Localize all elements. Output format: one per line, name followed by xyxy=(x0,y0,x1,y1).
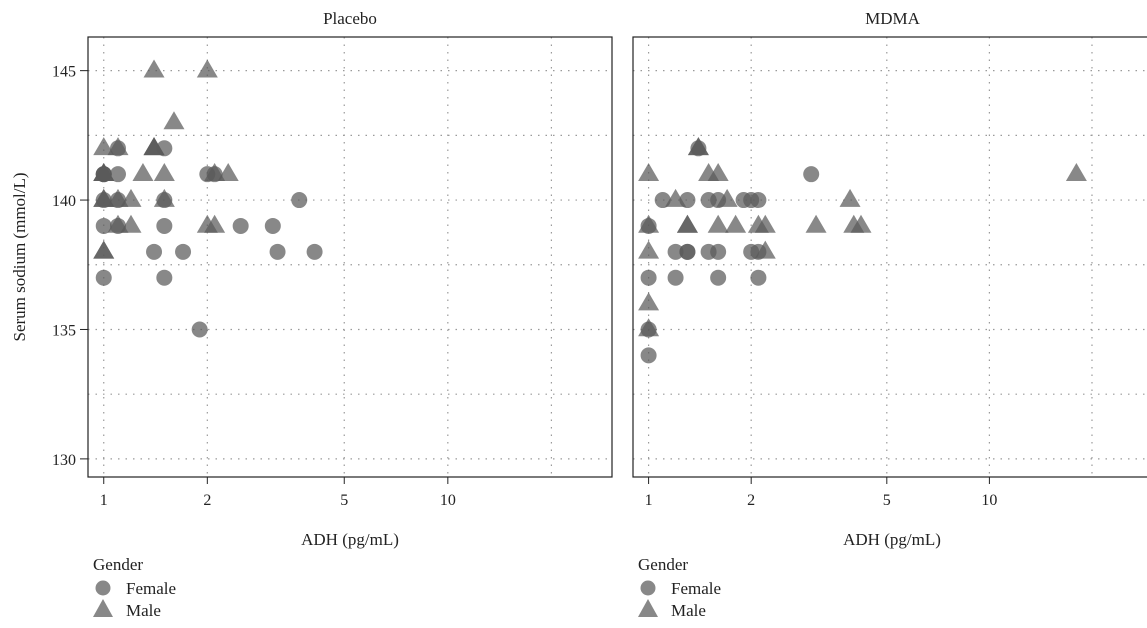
point-male xyxy=(707,214,729,233)
plot-frame xyxy=(87,36,613,478)
legend-title: Gender xyxy=(638,555,688,574)
point-female xyxy=(156,269,173,286)
x-tick-label: 5 xyxy=(883,492,891,509)
x-tick-label: 2 xyxy=(203,492,211,509)
point-male xyxy=(716,188,738,207)
y-tick-label: 135 xyxy=(52,322,76,339)
point-female xyxy=(750,192,767,209)
x-tick-label: 1 xyxy=(645,492,653,509)
y-tick-label: 145 xyxy=(52,64,76,81)
point-male xyxy=(638,292,660,311)
x-tick-label: 10 xyxy=(440,492,456,509)
plot-frame xyxy=(632,36,1147,478)
point-male xyxy=(687,137,709,156)
legend: Gender Female Male xyxy=(638,555,721,620)
point-female xyxy=(95,269,112,286)
legend-label: Female xyxy=(126,579,176,598)
panel-mdma: MDMA 1 2 5 10 ADH (pg/mL) Gender Female Male xyxy=(632,9,1147,620)
point-female xyxy=(175,243,192,260)
point-male xyxy=(638,240,660,259)
legend-circle-icon xyxy=(95,580,111,596)
point-male xyxy=(638,163,660,182)
point-male xyxy=(638,318,660,337)
x-tick-label: 2 xyxy=(747,492,755,509)
point-male xyxy=(754,240,776,259)
x-tick-label: 10 xyxy=(981,492,997,509)
point-male xyxy=(839,188,861,207)
point-female xyxy=(291,192,308,209)
point-female xyxy=(679,243,696,260)
x-axis-label: ADH (pg/mL) xyxy=(843,530,941,549)
point-female xyxy=(232,217,249,234)
legend-label: Male xyxy=(126,601,161,620)
point-male xyxy=(132,163,154,182)
point-male xyxy=(676,214,698,233)
legend: Gender Female Male xyxy=(93,555,176,620)
point-male xyxy=(665,188,687,207)
panel-title: MDMA xyxy=(865,9,921,28)
point-female xyxy=(667,243,684,260)
panel-placebo: Placebo 1 2 5 10 ADH (pg/mL) 130 135 140 145 Gende… xyxy=(52,9,613,620)
point-male xyxy=(850,214,872,233)
point-female xyxy=(156,217,173,234)
point-female xyxy=(95,217,112,234)
point-female xyxy=(710,269,727,286)
point-male xyxy=(754,214,776,233)
legend-triangle-icon xyxy=(638,599,658,617)
point-male xyxy=(638,214,660,233)
point-male xyxy=(217,163,239,182)
point-female xyxy=(803,166,820,183)
point-female xyxy=(146,243,163,260)
point-male xyxy=(93,137,115,156)
y-tick-label: 140 xyxy=(52,193,76,210)
point-male xyxy=(204,214,226,233)
x-axis-label: ADH (pg/mL) xyxy=(301,530,399,549)
point-male xyxy=(93,188,115,207)
point-male xyxy=(93,163,115,182)
y-tick-label: 130 xyxy=(52,452,76,469)
point-female xyxy=(640,269,657,286)
point-female xyxy=(667,269,684,286)
point-female xyxy=(191,321,208,338)
point-male xyxy=(120,214,142,233)
point-male xyxy=(143,59,165,78)
legend-circle-icon xyxy=(640,580,656,596)
point-male xyxy=(153,163,175,182)
point-male xyxy=(153,188,175,207)
point-female xyxy=(640,347,657,364)
point-male xyxy=(163,111,185,130)
point-female xyxy=(710,243,727,260)
point-female xyxy=(750,269,767,286)
point-male xyxy=(196,59,218,78)
legend-title: Gender xyxy=(93,555,143,574)
point-male xyxy=(1065,163,1087,182)
point-female xyxy=(264,217,281,234)
point-male xyxy=(204,163,226,182)
x-tick-label: 5 xyxy=(340,492,348,509)
point-female xyxy=(306,243,323,260)
point-male xyxy=(725,214,747,233)
point-male xyxy=(93,240,115,259)
point-male xyxy=(805,214,827,233)
point-female xyxy=(654,192,671,209)
point-male xyxy=(107,137,129,156)
y-axis-label: Serum sodium (mmol/L) xyxy=(10,172,29,341)
point-male xyxy=(707,163,729,182)
point-male xyxy=(120,188,142,207)
x-tick-label: 1 xyxy=(100,492,108,509)
legend-label: Female xyxy=(671,579,721,598)
panel-title: Placebo xyxy=(323,9,377,28)
point-female xyxy=(109,166,126,183)
point-female xyxy=(269,243,286,260)
legend-triangle-icon xyxy=(93,599,113,617)
legend-label: Male xyxy=(671,601,706,620)
point-male xyxy=(143,137,165,156)
